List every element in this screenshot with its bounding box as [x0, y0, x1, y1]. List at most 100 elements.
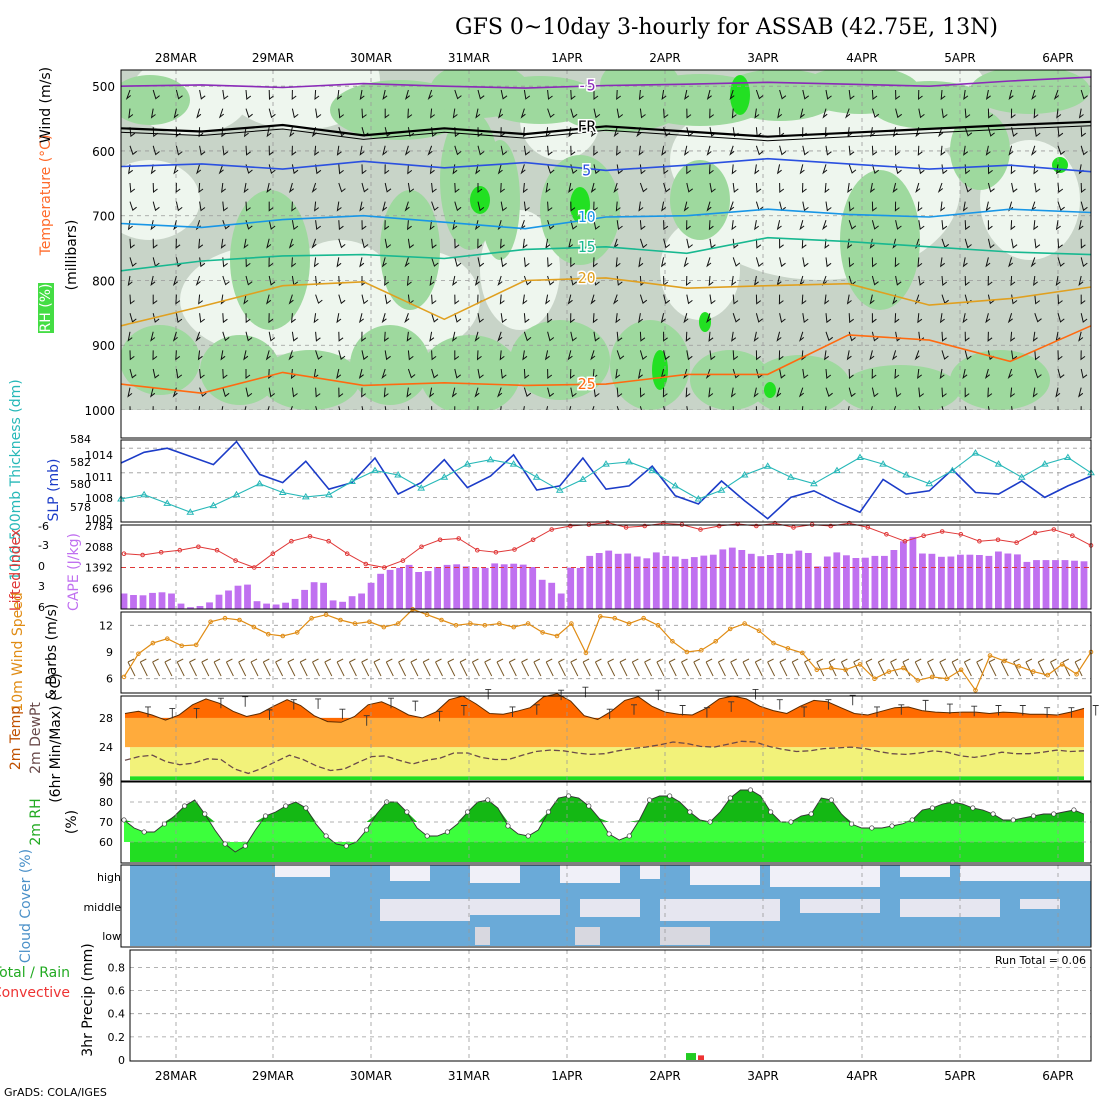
upper-wind-barb [964, 350, 972, 360]
upper-wind-barb [871, 145, 878, 156]
cape-bar [329, 600, 337, 609]
upper-wind-barb [454, 238, 460, 249]
cape-bar [671, 556, 679, 609]
cloud-high-clear [275, 865, 330, 877]
upper-wind-barb [1033, 220, 1039, 231]
run-total-label: Run Total = 0.06 [995, 954, 1086, 967]
wind-speed-marker [915, 678, 921, 683]
thickness-marker [833, 466, 841, 474]
upper-wind-barb [454, 127, 460, 138]
lifted-index-marker [1051, 527, 1057, 532]
upper-wind-barb [407, 350, 414, 361]
upper-wind-barb [222, 313, 228, 324]
upper-wind-barb [567, 350, 573, 361]
rh-moist-band [840, 365, 960, 415]
cloud-layer-label: middle [83, 901, 121, 914]
cape-bar [766, 555, 774, 609]
upper-wind-barb [338, 331, 344, 342]
upper-wind-barb [799, 220, 805, 231]
upper-wind-barb [1011, 182, 1018, 193]
top-date-label: 5APR [944, 51, 975, 65]
upper-wind-barb [1057, 201, 1065, 212]
lifted-index-marker [400, 558, 406, 563]
cape-bar [595, 553, 603, 609]
upper-wind-barb [964, 331, 970, 342]
cloud-low-patch [660, 927, 710, 945]
upper-wind-barb [520, 108, 526, 119]
upper-wind-barb [359, 257, 365, 268]
upper-wind-barb [1080, 182, 1086, 193]
upper-wind-barb [755, 368, 763, 379]
temp-range-whisker [509, 706, 516, 717]
upper-wind-barb [939, 313, 945, 324]
upper-wind-barb [429, 275, 435, 287]
wind-speed-marker [886, 669, 892, 674]
surface-wind-barb [521, 658, 530, 677]
upper-wind-barb [243, 182, 249, 194]
upper-wind-barb [291, 387, 298, 398]
surface-wind-barb [988, 658, 997, 677]
upper-wind-barb [499, 294, 505, 305]
wind-speed-marker [1059, 662, 1065, 667]
surface-panels [117, 440, 1099, 1060]
wind-speed-marker [424, 612, 430, 618]
surface-wind-barb [299, 658, 308, 677]
upper-wind-barb [500, 313, 507, 324]
upper-wind-barb [869, 350, 875, 361]
wind-speed-marker [136, 651, 141, 657]
upper-wind-barb [268, 108, 276, 119]
surface-wind-barb [213, 658, 222, 677]
upper-wind-barb [847, 182, 853, 194]
cape-bar [434, 567, 441, 609]
upper-wind-barb [407, 182, 415, 193]
lifted-index-marker [344, 551, 350, 557]
cape-bar [738, 550, 746, 609]
rh-marker [889, 823, 895, 829]
upper-wind-barb [245, 108, 253, 119]
upper-wind-barb [802, 201, 809, 212]
upper-wind-barb [431, 201, 439, 211]
wind-speed-marker [251, 624, 257, 630]
upper-wind-barb [918, 164, 925, 175]
thickness-marker [163, 499, 172, 506]
upper-wind-barb [636, 127, 642, 138]
thickness-marker [325, 490, 333, 498]
upper-wind-barb [616, 145, 621, 156]
upper-wind-barb [175, 313, 183, 323]
upper-wind-barb [683, 368, 689, 379]
rh-marker [808, 811, 814, 817]
upper-wind-barb [545, 294, 551, 305]
cloud-middle-clear [800, 899, 880, 913]
temp-range-whisker [388, 697, 394, 709]
upper-wind-barb [754, 108, 760, 119]
upper-wind-barb [406, 275, 412, 287]
upper-wind-barb [1011, 238, 1018, 249]
cape-bar [253, 601, 261, 609]
rh-marker [545, 809, 551, 815]
cape-label: CAPE (J/kg) [66, 533, 82, 611]
surface-wind-barb [348, 658, 357, 677]
upper-wind-barb [987, 164, 993, 175]
rh-saturated-patch [652, 350, 668, 390]
upper-wind-barb [570, 331, 577, 342]
upper-wind-barb [590, 294, 596, 305]
cape-bar [966, 554, 974, 609]
cape-bar [158, 592, 166, 609]
upper-wind-barb [220, 238, 226, 249]
surface-wind-barb [238, 658, 247, 677]
rh-marker [727, 795, 733, 801]
rh-tick-label: 60 [99, 836, 113, 849]
upper-wind-barb [894, 257, 900, 268]
upper-wind-barb [941, 164, 948, 175]
upper-wind-barb [1056, 164, 1061, 175]
upper-wind-barb [639, 108, 646, 119]
upper-wind-barb [1057, 368, 1065, 379]
thickness-marker [948, 466, 957, 474]
lifted-index-marker [382, 565, 387, 570]
cloud-high-clear [900, 865, 950, 877]
upper-wind-barb [497, 275, 503, 287]
wind-speed-marker [756, 628, 762, 634]
upper-wind-barb [1080, 201, 1088, 212]
lifted-index-marker [419, 544, 424, 550]
upper-wind-barb [477, 368, 484, 379]
